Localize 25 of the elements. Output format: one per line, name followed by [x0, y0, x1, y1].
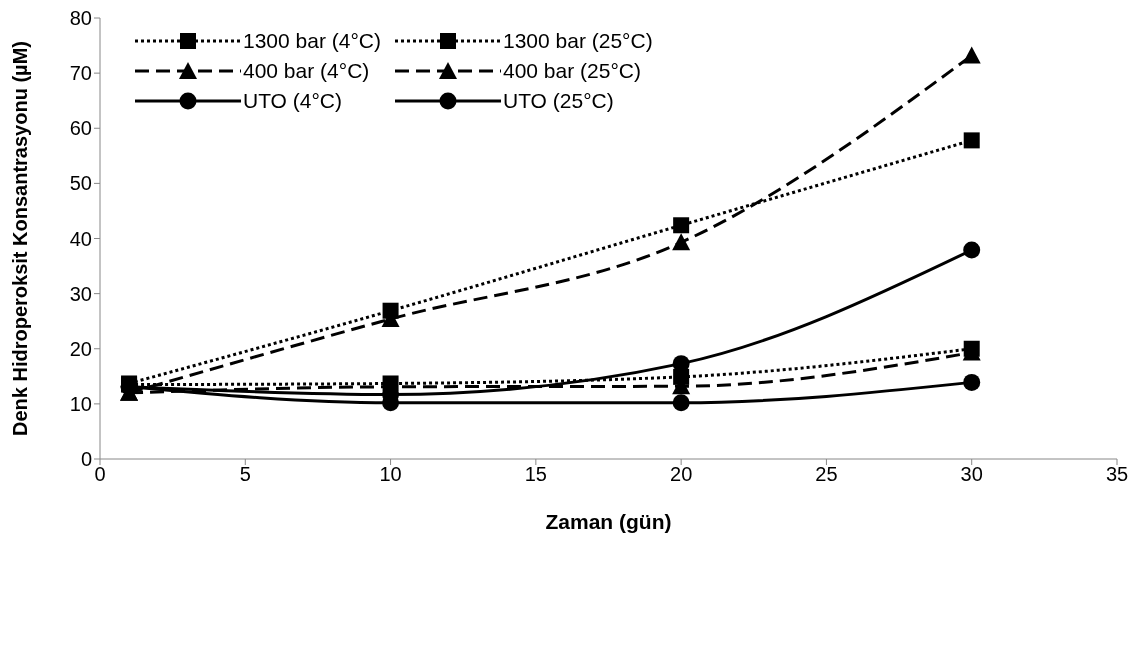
- legend-label: 400 bar (25°C): [503, 59, 641, 83]
- x-tick-label: 35: [1105, 463, 1129, 486]
- x-tick-label: 25: [815, 463, 838, 486]
- x-tick-label: 5: [239, 463, 251, 486]
- y-tick-label: 40: [69, 227, 92, 250]
- x-axis-title: Zaman (gün): [545, 510, 672, 533]
- x-tick-label: 0: [94, 463, 106, 486]
- legend-label: 1300 bar (25°C): [503, 29, 653, 53]
- y-tick-label: 50: [69, 172, 92, 195]
- y-tick-label: 0: [80, 448, 92, 471]
- legend-label: 1300 bar (4°C): [243, 29, 381, 53]
- legend-label: 400 bar (4°C): [243, 59, 370, 83]
- y-tick-label: 10: [69, 392, 92, 415]
- y-tick-label: 20: [69, 337, 92, 360]
- legend-label: UTO (25°C): [503, 89, 614, 113]
- y-tick-label: 30: [69, 282, 92, 305]
- x-tick-label: 15: [524, 463, 547, 486]
- x-tick-label: 10: [379, 463, 402, 486]
- y-tick-label: 60: [69, 117, 92, 140]
- legend-label: UTO (4°C): [243, 89, 343, 113]
- x-tick-label: 30: [960, 463, 983, 486]
- y-axis-title: Denk Hidroperoksit Konsantrasyonu (µM): [9, 41, 32, 436]
- y-tick-label: 80: [69, 7, 92, 30]
- y-tick-label: 70: [69, 62, 92, 85]
- x-tick-label: 20: [670, 463, 693, 486]
